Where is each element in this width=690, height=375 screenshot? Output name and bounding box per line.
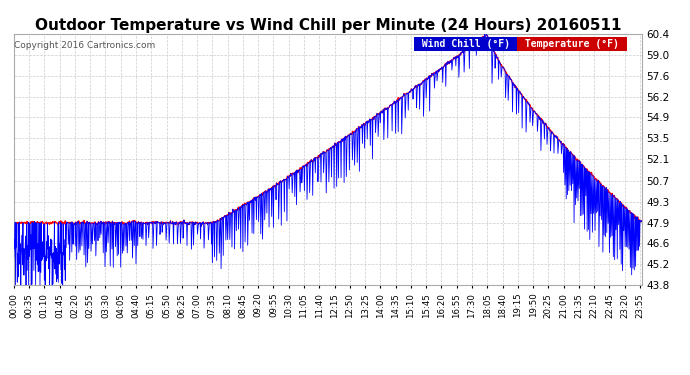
- Text: Copyright 2016 Cartronics.com: Copyright 2016 Cartronics.com: [14, 41, 156, 50]
- Text: Temperature (°F): Temperature (°F): [520, 39, 625, 49]
- Title: Outdoor Temperature vs Wind Chill per Minute (24 Hours) 20160511: Outdoor Temperature vs Wind Chill per Mi…: [34, 18, 621, 33]
- Text: Wind Chill (°F): Wind Chill (°F): [415, 39, 515, 49]
